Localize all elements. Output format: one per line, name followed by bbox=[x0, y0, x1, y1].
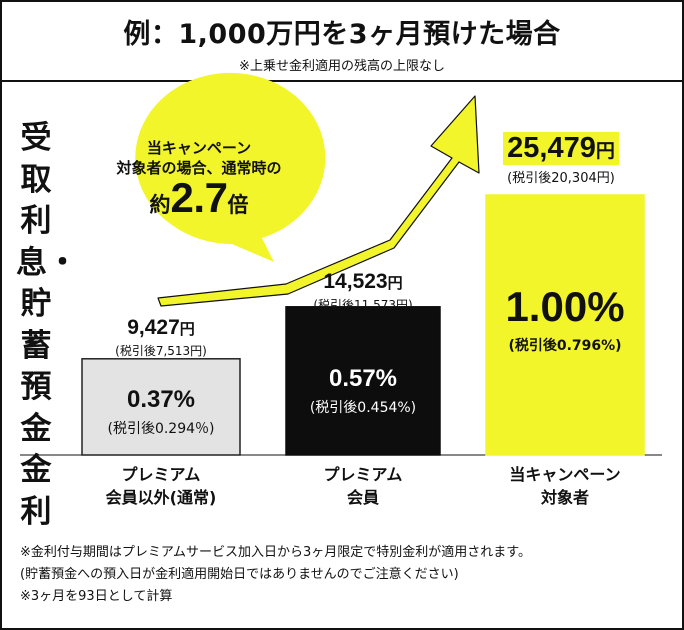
bar-after-tax-amount: (税引後7,513円) bbox=[115, 344, 207, 358]
bar-premium bbox=[285, 306, 441, 456]
bar-after-tax-amount: (税引後11,573円) bbox=[313, 298, 413, 312]
footnote-3: ※3ヶ月を93日として計算 bbox=[20, 589, 173, 604]
bar-rate-label-premium: 0.57% (税引後0.454%) bbox=[286, 365, 440, 417]
callout-text: 当キャンペーン 対象者の場合、通常時の 約2.7倍 bbox=[104, 138, 294, 219]
rate-after-tax: (税引後0.796%) bbox=[508, 338, 622, 354]
bar-after-tax-amount: (税引後20,304円) bbox=[507, 171, 615, 186]
amount-number: 14,523 bbox=[323, 270, 388, 293]
category-label-campaign: 当キャンペーン 対象者 bbox=[509, 465, 621, 507]
callout-bubble bbox=[135, 72, 326, 262]
bar-amount: 25,479円 bbox=[503, 132, 619, 165]
category-label-premium: プレミアム 会員 bbox=[323, 465, 403, 507]
yen-unit: 円 bbox=[387, 274, 403, 292]
chart-title: 例：1,000万円を3ヶ月預けた場合 bbox=[123, 19, 561, 50]
rate-after-tax: (税引後0.454%) bbox=[309, 400, 417, 416]
category-label-non-premium: プレミアム 会員以外(通常) bbox=[105, 465, 217, 507]
multiplier-prefix: 約 bbox=[149, 193, 171, 217]
rate-value: 0.37% bbox=[126, 386, 196, 413]
bar-amount: 14,523円 bbox=[284, 270, 442, 294]
bar-amount: 9,427円 bbox=[80, 316, 242, 340]
bar-value-label-premium: 14,523円 (税引後11,573円) bbox=[284, 270, 442, 313]
yen-unit: 円 bbox=[595, 140, 615, 162]
callout-multiplier: 約2.7倍 bbox=[104, 177, 294, 219]
amount-number: 25,479 bbox=[507, 132, 596, 164]
multiplier-suffix: 倍 bbox=[227, 193, 249, 217]
footnote-1: ※金利付与期間はプレミアムサービス加入日から3ヶ月限定で特別金利が適用されます。 bbox=[20, 545, 531, 560]
footnote-2: (貯蓄預金への預入日が金利適用開始日ではありませんのでご注意ください) bbox=[20, 567, 459, 582]
bar-rate-label-campaign: 1.00% (税引後0.796%) bbox=[486, 283, 644, 355]
callout-line-1: 当キャンペーン bbox=[146, 139, 252, 157]
rate-value: 1.00% bbox=[505, 283, 625, 330]
bar-value-label-campaign: 25,479円 (税引後20,304円) bbox=[476, 132, 646, 186]
amount-number: 9,427 bbox=[127, 316, 180, 339]
bar-non-premium bbox=[81, 358, 241, 456]
callout-line-2: 対象者の場合、通常時の bbox=[116, 159, 282, 177]
rate-value: 0.57% bbox=[328, 365, 398, 392]
chart-subtitle: ※上乗せ金利適用の残高の上限なし bbox=[239, 59, 445, 74]
bar-campaign bbox=[485, 194, 645, 456]
yen-unit: 円 bbox=[179, 320, 195, 338]
bar-value-label-non-premium: 9,427円 (税引後7,513円) bbox=[80, 316, 242, 359]
multiplier-value: 2.7 bbox=[170, 174, 228, 221]
growth-arrow bbox=[157, 95, 480, 307]
rate-after-tax: (税引後0.294％) bbox=[107, 421, 215, 437]
chart-header: 例：1,000万円を3ヶ月預けた場合 ※上乗せ金利適用の残高の上限なし bbox=[0, 0, 684, 82]
bar-rate-label-non-premium: 0.37% (税引後0.294％) bbox=[82, 386, 240, 438]
footnotes: ※金利付与期間はプレミアムサービス加入日から3ヶ月限定で特別金利が適用されます。… bbox=[20, 542, 531, 608]
